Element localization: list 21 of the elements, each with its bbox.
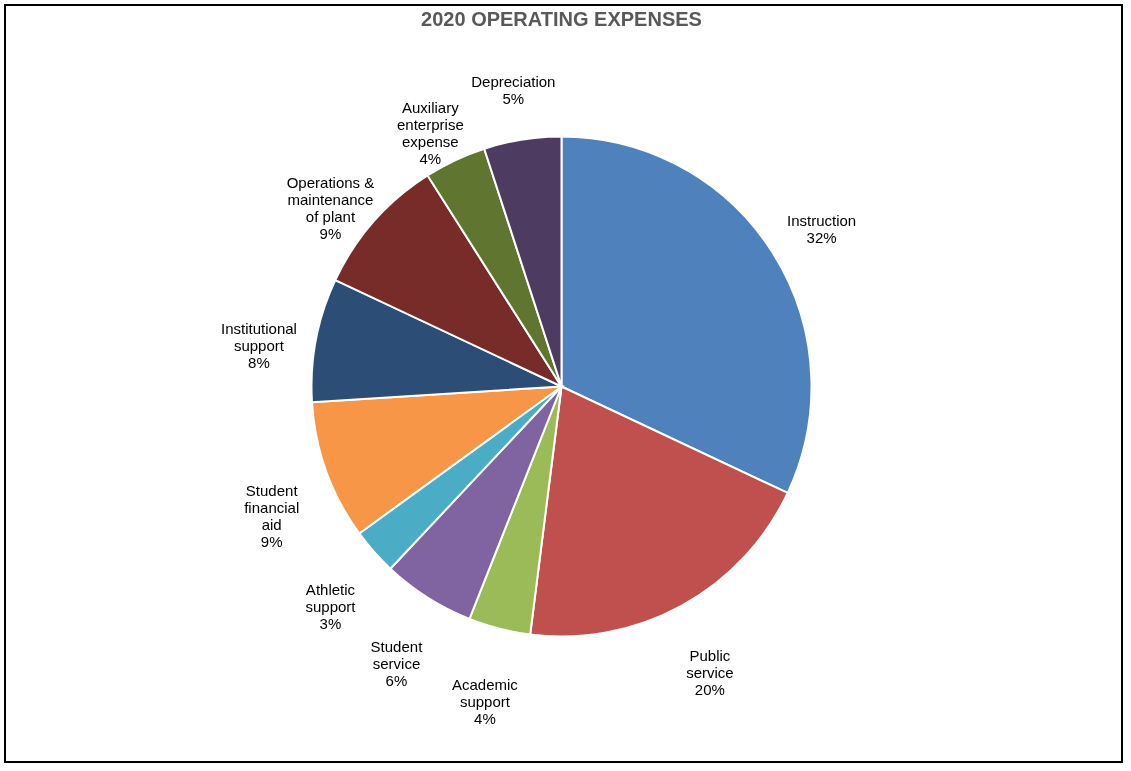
slice-label: Operations & maintenance of plant (286, 173, 375, 225)
slice-label: Instruction (786, 212, 857, 230)
data-label: 32% (806, 229, 837, 247)
data-label: 9% (260, 532, 283, 550)
slice-label: Auxiliary enterprise expense (397, 98, 464, 150)
slice-label: Athletic support (305, 581, 357, 616)
slice-label: Depreciation (471, 73, 556, 91)
slice-label: Student financial aid (244, 481, 300, 533)
data-label: 4% (474, 709, 496, 727)
data-label: 6% (385, 671, 408, 689)
data-label: 8% (248, 353, 270, 371)
data-label: 20% (694, 681, 725, 699)
data-label: 9% (319, 224, 342, 242)
data-label: 4% (419, 149, 442, 167)
slice-label: Student service (370, 637, 424, 672)
slice-label: Public service (686, 647, 734, 682)
slice-label: Institutional support (221, 319, 297, 354)
data-label: 5% (502, 90, 525, 108)
slice-label: Academic support (451, 675, 519, 710)
chart-title: 2020 OPERATING EXPENSES (421, 8, 702, 30)
data-label: 3% (319, 615, 342, 633)
